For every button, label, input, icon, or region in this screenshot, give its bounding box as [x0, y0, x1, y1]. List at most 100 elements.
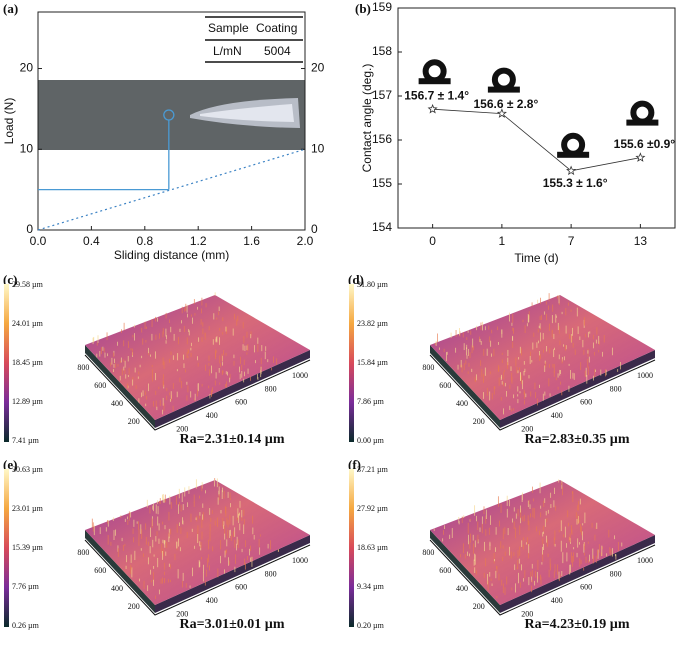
- panel-label: (a): [3, 1, 18, 16]
- value-label: 156.6 ± 2.8°: [473, 97, 538, 111]
- droplet-base: [487, 86, 520, 93]
- colorbar-label: 23.01 µm: [12, 504, 44, 513]
- surface-side: [430, 530, 500, 613]
- y-tick-label: 154: [372, 220, 392, 234]
- value-label: 156.7 ± 1.4°: [404, 88, 469, 102]
- x-tick-label: 13: [634, 234, 648, 248]
- roughness: Ra=2.31±0.14 µm: [180, 432, 285, 447]
- y-tick-label: 200: [473, 602, 485, 611]
- y-axis-label: Load (N): [2, 98, 16, 145]
- colorbar-label: 12.89 µm: [12, 397, 44, 406]
- y-tick-label: 800: [77, 548, 89, 557]
- colorbar-label: 0.26 µm: [12, 621, 40, 630]
- surface-side: [500, 350, 655, 428]
- panel-label: (b): [355, 1, 371, 16]
- surface-axis: [429, 354, 656, 431]
- surface-axis: [84, 539, 311, 616]
- table-bg: [205, 16, 303, 62]
- y-tick-label: 20: [20, 61, 34, 75]
- x-tick-label: 0.0: [30, 234, 47, 248]
- colorbar-label: 37.21 µm: [357, 465, 389, 474]
- y-tick-label: 400: [111, 584, 123, 593]
- x-tick-label: 1: [499, 234, 506, 248]
- colorbar-label: 29.58 µm: [12, 280, 44, 289]
- x-axis-label: Time (d): [514, 251, 558, 265]
- y-tick-label: 155: [372, 176, 392, 190]
- colorbar-label: 23.82 µm: [357, 319, 389, 328]
- droplet-base: [626, 119, 659, 126]
- x-tick-label: 0: [429, 234, 436, 248]
- colorbar-label: 15.84 µm: [357, 358, 389, 367]
- roughness: Ra=3.01±0.01 µm: [180, 617, 285, 632]
- panel-label: (f): [348, 457, 361, 472]
- y2-tick-label: 0: [311, 222, 318, 236]
- y-tick-label: 200: [473, 417, 485, 426]
- surface-side: [430, 345, 500, 428]
- value-label: 155.3 ± 1.6°: [543, 176, 608, 190]
- panel-label: (c): [3, 272, 17, 287]
- x-tick-label: 600: [235, 583, 247, 592]
- colorbar: [349, 284, 354, 442]
- x-tick-label: 1000: [292, 371, 308, 380]
- roughness: Ra=2.83±0.35 µm: [525, 432, 630, 447]
- x-tick-label: 200: [176, 609, 188, 618]
- table-header: Coating: [256, 21, 297, 35]
- panel-label: (d): [348, 272, 364, 287]
- x-tick-label: 400: [206, 411, 218, 420]
- x-tick-label: 400: [551, 596, 563, 605]
- droplet: [561, 132, 586, 157]
- colorbar: [4, 284, 9, 442]
- colorbar-label: 9.34 µm: [357, 582, 385, 591]
- x-tick-label: 800: [265, 384, 277, 393]
- scratch-core: [200, 104, 294, 122]
- colorbar-label: 7.41 µm: [12, 436, 40, 445]
- x-tick-label: 1.2: [190, 234, 207, 248]
- plot-frame: [397, 7, 676, 229]
- roughness: Ra=4.23±0.19 µm: [525, 617, 630, 632]
- x-tick-label: 600: [580, 398, 592, 407]
- colorbar-label: 30.63 µm: [12, 465, 44, 474]
- x-tick-label: 800: [610, 569, 622, 578]
- y-tick-label: 400: [456, 584, 468, 593]
- point: [635, 152, 646, 162]
- y-tick-label: 400: [456, 399, 468, 408]
- droplet: [491, 67, 516, 92]
- y-tick-label: 800: [422, 363, 434, 372]
- x-tick-label: 1.6: [243, 234, 260, 248]
- surface-top: [430, 295, 655, 420]
- y-tick-label: 10: [20, 141, 34, 155]
- y-tick-label: 600: [94, 566, 106, 575]
- colorbar-label: 7.76 µm: [12, 582, 40, 591]
- x-tick-label: 200: [521, 424, 533, 433]
- plot-frame: [37, 11, 306, 231]
- colorbar: [4, 469, 9, 627]
- surface-panel: (e)30.63 µm 23.01 µm 15.39 µm 7.76 µm 0.26 µ…: [3, 457, 311, 632]
- colorbar-label: 18.45 µm: [12, 358, 44, 367]
- colorbar-label: 0.20 µm: [357, 621, 385, 630]
- y-tick-label: 156: [372, 132, 392, 146]
- x-axis-label: Sliding distance (mm): [114, 248, 229, 262]
- surface-axis: [429, 539, 656, 616]
- y-tick-label: 600: [439, 381, 451, 390]
- y-tick-label: 400: [111, 399, 123, 408]
- y2-tick-label: 20: [311, 61, 325, 75]
- point: [427, 103, 438, 114]
- y-tick-label: 200: [128, 602, 140, 611]
- colorbar-label: 15.39 µm: [12, 543, 44, 552]
- x-tick-label: 600: [580, 583, 592, 592]
- x-tick-label: 800: [610, 384, 622, 393]
- surface-panel: (c)29.58 µm 24.01 µm 18.45 µm 12.89 µm 7.41 …: [3, 272, 311, 447]
- y2-tick-label: 10: [311, 141, 325, 155]
- y-tick-label: 800: [422, 548, 434, 557]
- y-axis-label: Contact angle (deg.): [360, 64, 374, 173]
- surface-axis: [84, 354, 311, 431]
- x-tick-label: 2.0: [297, 234, 314, 248]
- droplet: [422, 59, 447, 84]
- droplet-base: [418, 78, 451, 85]
- table-cell: L/mN: [213, 44, 242, 58]
- y-tick-label: 159: [372, 0, 392, 14]
- y-tick-label: 600: [439, 566, 451, 575]
- x-tick-label: 0.4: [83, 234, 100, 248]
- surface-side: [85, 345, 155, 428]
